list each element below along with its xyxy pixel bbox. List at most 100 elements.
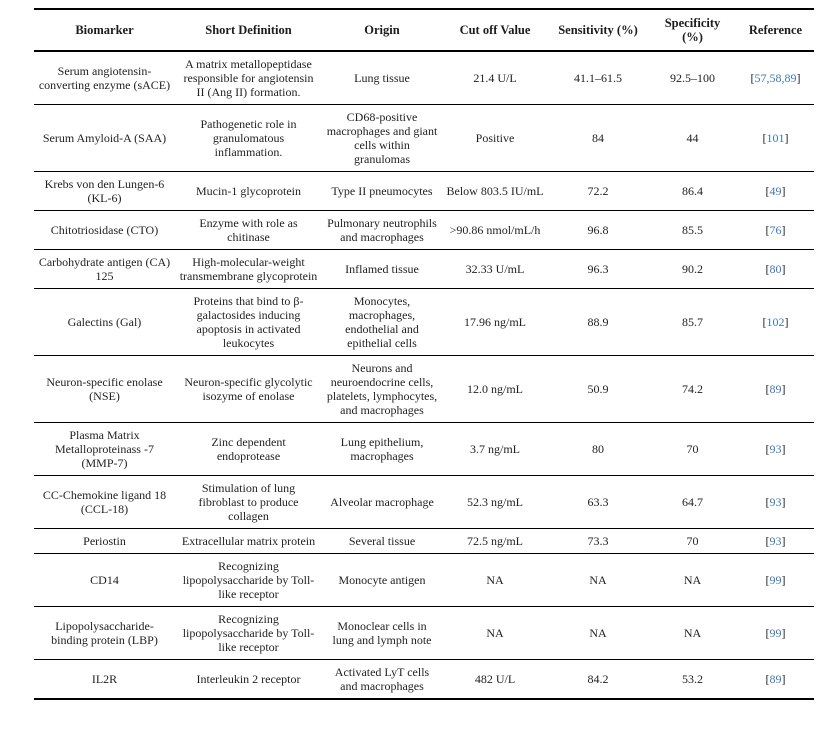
cell-reference: [80] [737,249,814,289]
reference-close-bracket: ] [781,573,786,587]
cell-sensitivity: 96.3 [548,249,648,289]
citation-link[interactable]: 99 [769,573,782,587]
cell-specificity: 92.5–100 [648,51,737,105]
cell-sensitivity: 84 [548,104,648,172]
cell-biomarker: Carbohydrate antigen (CA) 125 [34,249,175,289]
cell-origin: Several tissue [322,528,442,554]
cell-cutoff: 12.0 ng/mL [442,355,548,423]
cell-specificity: NA [648,553,737,607]
column-header-origin: Origin [322,8,442,52]
cell-biomarker: Periostin [34,528,175,554]
table-row: Galectins (Gal) Proteins that bind to β-g… [34,288,814,356]
cell-definition: Neuron-specific glycolytic isozyme of en… [175,355,322,423]
reference-close-bracket: ] [781,223,786,237]
cell-biomarker: Galectins (Gal) [34,288,175,356]
header-row: Biomarker Short Definition Origin Cut of… [34,8,814,52]
cell-cutoff: 72.5 ng/mL [442,528,548,554]
cell-origin: Lung epithelium, macrophages [322,422,442,476]
cell-specificity: 85.5 [648,210,737,250]
reference-close-bracket: ] [796,71,801,85]
cell-cutoff: Positive [442,104,548,172]
cell-specificity: 86.4 [648,171,737,211]
citation-link[interactable]: 49 [769,184,782,198]
cell-reference: [93] [737,422,814,476]
citation-link[interactable]: 57,58,89 [754,71,797,85]
cell-reference: [99] [737,553,814,607]
cell-definition: High-molecular-weight transmembrane glyc… [175,249,322,289]
table-row: CD14 Recognizing lipopolysaccharide by To… [34,553,814,607]
table-row: Serum Amyloid-A (SAA) Pathogenetic role i… [34,104,814,172]
cell-specificity: 53.2 [648,659,737,700]
column-header-specificity: Specificity (%) [648,8,737,52]
cell-sensitivity: 41.1–61.5 [548,51,648,105]
cell-definition: Recognizing lipopolysaccharide by Toll-l… [175,606,322,660]
reference-open-bracket: [ [765,184,770,198]
citation-link[interactable]: 76 [769,223,782,237]
cell-sensitivity: 80 [548,422,648,476]
cell-biomarker: Serum angiotensin-converting enzyme (sAC… [34,51,175,105]
table-row: IL2R Interleukin 2 receptor Activated LyT … [34,659,814,700]
cell-cutoff: 17.96 ng/mL [442,288,548,356]
column-header-biomarker: Biomarker [34,8,175,52]
citation-link[interactable]: 89 [769,382,782,396]
cell-definition: Mucin-1 glycoprotein [175,171,322,211]
cell-specificity: 70 [648,528,737,554]
reference-open-bracket: [ [765,223,770,237]
cell-cutoff: NA [442,553,548,607]
cell-cutoff: NA [442,606,548,660]
cell-sensitivity: 72.2 [548,171,648,211]
table-body: Serum angiotensin-converting enzyme (sAC… [34,51,814,700]
cell-biomarker: CD14 [34,553,175,607]
cell-origin: Monoclear cells in lung and lymph note [322,606,442,660]
column-header-cutoff: Cut off Value [442,8,548,52]
citation-link[interactable]: 101 [766,131,785,145]
cell-origin: CD68-positive macrophages and giant cell… [322,104,442,172]
cell-sensitivity: 63.3 [548,475,648,529]
cell-specificity: 85.7 [648,288,737,356]
cell-cutoff: 482 U/L [442,659,548,700]
cell-biomarker: Chitotriosidase (CTO) [34,210,175,250]
citation-link[interactable]: 99 [769,626,782,640]
cell-cutoff: 3.7 ng/mL [442,422,548,476]
reference-open-bracket: [ [765,573,770,587]
table-row: Chitotriosidase (CTO) Enzyme with role as… [34,210,814,250]
citation-link[interactable]: 93 [769,534,782,548]
citation-link[interactable]: 89 [769,672,782,686]
cell-definition: Zinc dependent endoprotease [175,422,322,476]
cell-origin: Activated LyT cells and macrophages [322,659,442,700]
cell-sensitivity: 73.3 [548,528,648,554]
cell-origin: Lung tissue [322,51,442,105]
reference-open-bracket: [ [765,262,770,276]
cell-biomarker: Lipopolysaccharide-binding protein (LBP) [34,606,175,660]
cell-origin: Type II pneumocytes [322,171,442,211]
table-row: Lipopolysaccharide-binding protein (LBP)… [34,606,814,660]
citation-link[interactable]: 102 [766,315,785,329]
cell-sensitivity: 84.2 [548,659,648,700]
cell-definition: Interleukin 2 receptor [175,659,322,700]
cell-biomarker: Serum Amyloid-A (SAA) [34,104,175,172]
cell-sensitivity: 88.9 [548,288,648,356]
reference-close-bracket: ] [784,131,789,145]
cell-cutoff: 52.3 ng/mL [442,475,548,529]
column-header-reference: Reference [737,8,814,52]
cell-definition: A matrix metallopeptidase responsible fo… [175,51,322,105]
table-row: Neuron-specific enolase (NSE) Neuron-spec… [34,355,814,423]
cell-origin: Alveolar macrophage [322,475,442,529]
cell-reference: [93] [737,475,814,529]
reference-open-bracket: [ [762,131,767,145]
cell-reference: [93] [737,528,814,554]
citation-link[interactable]: 93 [769,442,782,456]
cell-definition: Pathogenetic role in granulomatous infla… [175,104,322,172]
cell-origin: Neurons and neuroendocrine cells, platel… [322,355,442,423]
table-row: Periostin Extracellular matrix protein Sev… [34,528,814,554]
cell-origin: Monocyte antigen [322,553,442,607]
cell-reference: [49] [737,171,814,211]
reference-open-bracket: [ [750,71,755,85]
citation-link[interactable]: 80 [769,262,782,276]
reference-close-bracket: ] [781,626,786,640]
biomarker-table: Biomarker Short Definition Origin Cut of… [34,8,814,700]
reference-open-bracket: [ [762,315,767,329]
citation-link[interactable]: 93 [769,495,782,509]
cell-specificity: NA [648,606,737,660]
